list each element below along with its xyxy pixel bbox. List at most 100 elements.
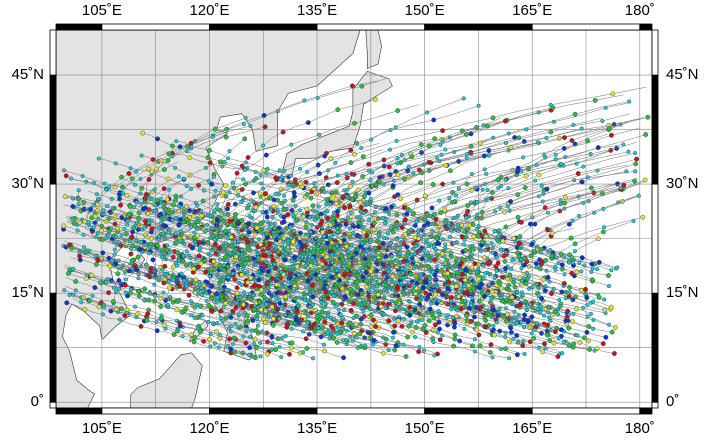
track-point [474,327,480,333]
track-point [71,220,77,226]
track-point [272,221,277,226]
track-point [404,244,410,250]
track-point [519,278,524,283]
track-point [120,184,125,190]
track-point [360,241,365,246]
track-point [561,146,567,151]
track-point [358,316,364,322]
track-point [363,269,369,275]
track-point [621,182,627,188]
track-point [109,226,114,231]
track-point [419,256,425,262]
track-point [321,342,326,347]
track-point [93,254,98,259]
y-tick-label: 0˚ [31,393,44,410]
track-point [359,290,365,296]
track-point [147,251,152,256]
track-point [223,315,229,321]
track-point [128,166,133,171]
track-point [390,183,396,189]
track-point [346,249,351,254]
track-point [210,134,215,139]
track-point [369,237,374,242]
track-point [330,299,336,305]
track-point [317,132,322,137]
track-point [426,143,432,149]
track-point [73,288,78,293]
track-point [507,356,512,361]
track-point [223,134,229,140]
track-point [277,168,282,173]
track-point [503,224,509,230]
track-point [458,306,464,312]
track-point [246,229,252,235]
track-point [280,304,285,309]
track-point [176,258,181,263]
track-point [166,230,171,235]
track-point [116,240,121,245]
track-point [244,256,250,261]
track-point [542,341,547,347]
track-point [192,335,198,341]
track-point [247,353,252,358]
track-point [462,284,467,289]
track-point [204,298,209,303]
track-point [571,311,576,316]
track-point [346,215,351,220]
track-point [152,187,157,192]
track-point [348,183,353,189]
track-point [392,308,398,314]
track-point [289,142,294,147]
track [119,80,378,273]
track-point [533,261,539,266]
track-point [319,261,325,267]
track-point [428,276,433,281]
track-point [434,235,440,241]
track-point [536,194,541,199]
track-point [373,324,379,329]
track-point [537,266,543,272]
track-point [374,275,379,280]
track-point [269,276,275,281]
track-point [316,246,321,251]
track-point [263,253,268,258]
track-point [353,321,359,327]
track-point [464,318,470,323]
track-point [168,295,173,300]
track-point [371,227,377,233]
track-point [559,327,564,333]
track-point [222,228,228,234]
track [267,216,522,281]
frame-bar [424,23,533,31]
track-point [440,251,445,257]
track-point [184,216,190,222]
track-point [274,296,279,301]
track-point [469,303,474,308]
track-point [213,188,218,193]
track-point [340,316,345,321]
track-point [218,316,223,321]
track-point [514,333,520,338]
track-point [108,308,114,314]
track-point [433,246,438,251]
track-point [187,155,193,161]
track-point [519,290,524,295]
track-point [546,210,551,215]
track-point [217,335,223,341]
track-point [536,172,542,178]
x-tick-label: 120˚E [189,420,229,437]
track-point [522,317,528,322]
track [65,276,268,343]
track-point [191,339,197,345]
track-point [507,339,512,345]
track-point [310,255,315,260]
track-point [239,282,244,287]
track-point [323,289,329,294]
track-point [243,167,248,172]
track [363,268,537,324]
track-point [177,283,183,289]
track [63,225,305,298]
track-point [572,241,578,247]
track-point [390,299,395,304]
track-point [283,313,288,318]
